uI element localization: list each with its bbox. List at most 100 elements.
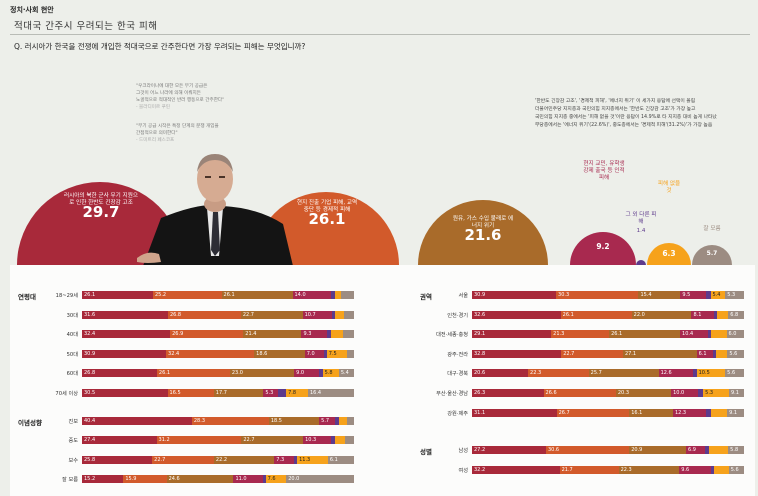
stacked-bar: 26.8 26.1 23.0 9.0 5.8 5.4 [82,369,354,378]
row-label: 광주·전라 [447,351,468,358]
bar-segment: 14.0 [292,291,331,299]
stacked-bar: 40.4 28.3 18.5 5.7 [82,416,354,425]
bar-segment [347,349,354,358]
bar-segment: 9.0 [294,369,320,378]
putin-quote: "우크라이나에 대한 모든 무기 공급은 그것이 어느 나라에 의해 이뤄지든 … [136,83,224,111]
bar-segment [715,349,728,358]
note-line: 국민의힘 지지층 중에서는 '피해 없을 것'이란 응답이 14.9%로 타 지… [535,115,717,120]
bar-segment: 5.3 [725,291,744,299]
bar-segment [343,330,354,339]
bar-segment: 6.8 [728,310,744,319]
bar-segment: 30.9 [82,349,167,358]
stacked-bar: 26.1 25.2 26.1 14.0 [82,291,354,299]
bar-segment: 22.2 [213,455,275,464]
group-label: 성별 [420,448,432,457]
eye-left [205,176,211,178]
bar-segment: 26.1 [560,310,632,319]
bar-segment: 7.5 [326,349,348,358]
bar-segment: 21.3 [551,330,610,339]
bubble-tension-label: 러시아의 북한 군사 무기 지원으로 인한 한반도 긴장감 고조 29.7 [62,193,140,220]
bar-segment: 27.2 [472,446,546,455]
bar-segment: 16.1 [629,408,673,417]
bar-segment [319,369,323,378]
bar-segment: 26.1 [221,291,293,299]
bubble-other-label: 그 외 다른 피해 [625,212,657,225]
row-label: 여성 [458,467,468,474]
row-label: 대구·경북 [447,371,468,378]
bar-segment [344,436,354,445]
bar-segment: 9.1 [728,389,744,397]
bubble-none-label: 피해 없을 것 [657,181,681,194]
bar-segment [716,310,729,319]
bar-segment: 20.3 [615,389,672,397]
bar-segment: 30.3 [556,291,639,299]
stacked-bar: 27.4 31.2 22.7 10.3 [82,436,354,445]
bar-segment: 22.7 [240,310,303,319]
page-title: 적대국 간주시 우려되는 한국 피해 [14,21,158,32]
putin-photo [137,154,293,266]
bar-segment: 6.1 [327,455,354,464]
bar-segment: 22.7 [241,436,304,445]
bar-segment: 30.9 [472,291,557,299]
bar-segment: 12.6 [658,369,693,378]
stacked-bar: 27.2 30.6 20.9 6.9 5.8 [472,446,744,455]
hand [137,252,161,263]
bar-segment [708,330,712,339]
bar-segment: 8.1 [691,310,714,319]
bar-segment: 5.3 [703,389,729,397]
row-label: 남성 [458,448,468,455]
bar-segment [334,291,342,299]
eye-right [219,176,225,178]
bar-segment [323,349,327,358]
row-label: 30대 [66,312,78,319]
quote-line: 간접적으로 의미한다" [136,131,178,136]
bar-segment [344,310,354,319]
bubble-unknown [692,245,732,270]
bar-segment: 10.7 [302,310,332,319]
note-line: 더불어민주당 지지층과 국민의힘 지지층에서는 '한반도 긴장감 고조'가 가장… [535,107,696,112]
section-tag: 정치·사회 현안 [10,6,54,14]
bar-segment [331,436,335,445]
bar-segment [334,416,339,425]
bar-segment [692,369,697,378]
bar-segment: 5.4 [710,291,726,299]
tie [211,212,220,256]
quote-line: "우크라이나에 대한 모든 무기 공급은 [136,84,208,89]
bar-segment: 5.6 [728,465,744,474]
bubble-unknown-label: 잘 모름 [703,226,721,232]
bar-segment: 9.5 [680,291,707,299]
bar-segment: 31.2 [156,436,242,445]
bar-segment: 5.4 [338,369,354,378]
bar-segment: 32.8 [472,349,562,358]
bar-segment: 26.6 [543,389,616,397]
row-label: 인천·경기 [447,312,468,319]
bar-segment: 16.5 [167,389,214,397]
bar-segment: 15.2 [82,475,124,484]
bar-segment: 10.3 [303,436,332,445]
bar-segment: 31.6 [82,310,168,319]
bar-segment: 18.5 [268,416,320,425]
row-label: 40대 [66,332,78,339]
bubble-none [647,243,691,270]
bar-segment: 9.3 [301,330,327,339]
row-label: 70세 이상 [55,391,78,397]
bar-segment: 7.0 [304,349,324,358]
stacked-bar: 32.6 26.1 22.0 8.1 6.8 [472,310,744,319]
bubble-economic [253,192,399,270]
stacked-bar: 15.2 15.9 24.6 11.0 7.6 20.0 [82,475,354,484]
row-label: 60대 [66,371,78,378]
row-label: 중도 [68,438,78,445]
bar-segment: 6.0 [726,330,744,339]
bar-segment: 5.6 [727,349,744,358]
bubble-tension [17,182,183,270]
bar-segment [706,408,711,417]
bar-segment: 26.9 [170,330,244,339]
face [197,156,233,202]
bar-segment [278,389,287,397]
bar-segment: 25.8 [82,455,153,464]
bar-segment: 32.4 [82,330,171,339]
bar-segment: 32.6 [472,310,561,319]
survey-question: Q. 러시아가 한국을 전쟁에 개입한 적대국으로 간주한다면 가장 우려되는 … [14,42,306,51]
row-label: 강원·제주 [447,410,468,417]
bar-segment: 22.0 [631,310,692,319]
